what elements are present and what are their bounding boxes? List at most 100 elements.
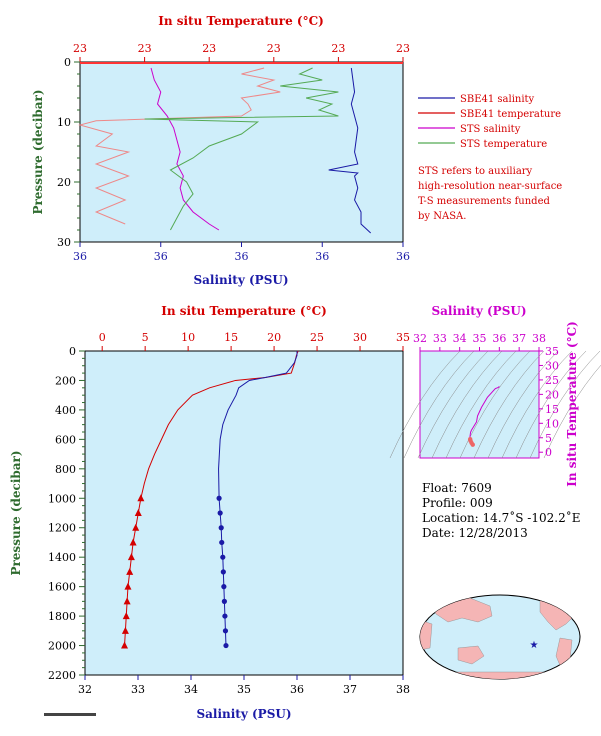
temperature-point (134, 509, 142, 516)
lower-bottom-tick-label: 35 (237, 683, 251, 696)
upper-series-line-2 (150, 67, 220, 231)
float-location-marker: ★ (530, 640, 539, 651)
salinity-point (219, 539, 225, 546)
temperature-point (124, 582, 132, 590)
ts-right-tick-label: 0 (545, 446, 552, 459)
upper-top-tick-label: 23 (202, 42, 216, 55)
ts-series (467, 385, 500, 447)
ts-density-contour (459, 350, 531, 459)
lower-top-tick-label: 25 (310, 331, 324, 344)
lower-top-axis-label: In situ Temperature (°C) (161, 304, 327, 318)
info-date: Date: 12/28/2013 (422, 526, 528, 540)
salinity-point (220, 569, 226, 575)
temperature-point (129, 538, 137, 546)
upper-series-line-pink (78, 67, 281, 225)
note-line-4: by NASA. (418, 211, 466, 222)
upper-bottom-axis-label: Salinity (PSU) (193, 273, 288, 287)
upper-series-line-0 (328, 67, 372, 234)
upper-top-tick-label: 23 (331, 42, 345, 55)
note-line-2: high-resolution near-surface (418, 181, 562, 192)
upper-bottom-tick-label: 36 (396, 250, 410, 263)
lower-top-tick-label: 0 (99, 331, 106, 344)
note-line-1: STS refers to auxiliary (418, 166, 533, 177)
upper-y-tick-label: 30 (57, 236, 71, 249)
lower-top-tick-label: 20 (267, 331, 281, 344)
ts-density-contour (445, 350, 517, 459)
ts-right-tick-label: 10 (545, 417, 559, 430)
salinity-point (222, 628, 229, 634)
lower-y-tick-label: 1600 (48, 581, 76, 594)
upper-top-tick-label: 23 (396, 42, 410, 55)
lower-y-tick-label: 400 (55, 404, 76, 417)
ts-density-contour (473, 350, 545, 459)
lower-top-tick-label: 35 (396, 331, 410, 344)
ts-right-tick-label: 35 (545, 345, 559, 358)
upper-plot-area (79, 61, 404, 243)
lower-bottom-tick-label: 33 (131, 683, 145, 696)
lower-y-tick-label: 600 (55, 433, 76, 446)
lower-y-tick-label: 1000 (48, 492, 76, 505)
ts-top-tick-label: 32 (413, 332, 427, 345)
upper-y-ticks: 0 10 20 30 (57, 56, 80, 249)
lower-bottom-tick-label: 37 (343, 683, 357, 696)
upper-bottom-ticks: 36 36 36 36 36 (73, 242, 410, 263)
land-australia (457, 645, 485, 665)
legend-label-sbe41-temperature: SBE41 temperature (460, 109, 561, 120)
lower-bottom-ticks: 32 33 34 35 36 37 38 (78, 675, 410, 696)
salinity-point (218, 525, 224, 531)
upper-top-tick-label: 23 (73, 42, 87, 55)
lower-plot-area (84, 350, 404, 676)
ts-top-ticks: 32 33 34 35 36 37 38 (413, 332, 546, 351)
ts-top-tick-label: 37 (512, 332, 526, 345)
salinity-line (218, 351, 298, 646)
lower-y-tick-label: 800 (55, 463, 76, 476)
temperature-point (121, 641, 129, 649)
upper-y-tick-label: 20 (57, 176, 71, 189)
legend-label-sts-temperature: STS temperature (460, 139, 547, 150)
temperature-point (123, 597, 131, 605)
lower-y-tick-label: 2200 (48, 669, 76, 682)
temperature-point (122, 612, 130, 620)
salinity-point (217, 510, 223, 516)
footer-tag (44, 713, 96, 716)
upper-series-line-3 (144, 67, 339, 231)
salinity-point (221, 598, 227, 604)
salinity-point (221, 584, 227, 590)
upper-top-tick-label: 23 (267, 42, 281, 55)
ts-top-tick-label: 38 (532, 332, 546, 345)
lower-top-tick-label: 15 (224, 331, 238, 344)
temperature-point (137, 494, 145, 502)
ts-density-contour (529, 350, 601, 459)
lower-bottom-tick-label: 38 (396, 683, 410, 696)
ts-density-contour (515, 350, 587, 459)
world-map: ★ (419, 594, 581, 680)
lower-series (121, 350, 299, 649)
lower-top-ticks: 0 5 10 15 20 25 30 35 (99, 331, 410, 351)
lower-bottom-tick-label: 32 (78, 683, 92, 696)
ts-density-contour (417, 350, 489, 459)
lower-bottom-tick-label: 34 (184, 683, 198, 696)
ts-density-contour (543, 364, 601, 459)
ts-density-contour (501, 350, 573, 459)
legend-label-sts-salinity: STS salinity (460, 124, 521, 135)
lower-panel: In situ Temperature (°C) 0 5 10 15 20 25 30 35 … (9, 304, 410, 721)
upper-top-tick-label: 23 (138, 42, 152, 55)
ts-top-axis-label: Salinity (PSU) (431, 304, 526, 318)
lower-y-tick-label: 1800 (48, 610, 76, 623)
salinity-point (220, 554, 226, 560)
land-antarctica (420, 671, 580, 679)
upper-bottom-tick-label: 36 (73, 250, 87, 263)
lower-y-axis-label: Pressure (decibar) (9, 450, 23, 575)
lower-y-tick-label: 0 (69, 345, 76, 358)
temperature-point (126, 567, 134, 575)
ts-top-tick-label: 33 (433, 332, 447, 345)
upper-panel: In situ Temperature (°C) 23 23 23 23 23 23 36… (31, 14, 410, 287)
ts-top-tick-label: 34 (453, 332, 467, 345)
temperature-point (121, 626, 129, 634)
info-profile: Profile: 009 (422, 496, 493, 510)
upper-bottom-tick-label: 36 (235, 250, 249, 263)
lower-y-tick-label: 2000 (48, 640, 76, 653)
